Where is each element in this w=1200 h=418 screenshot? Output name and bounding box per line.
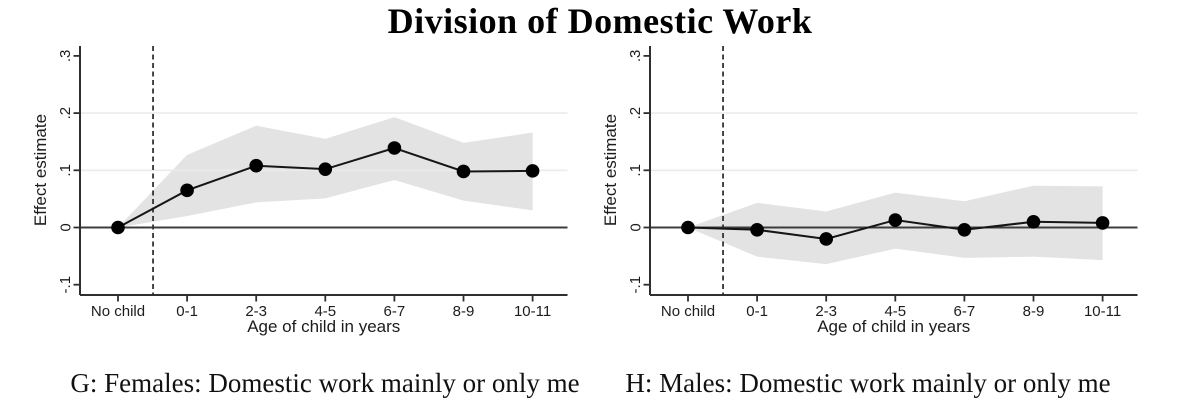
- y-tick-label: .1: [627, 164, 644, 177]
- x-axis-title: Age of child in years: [247, 317, 400, 336]
- x-tick-label: No child: [91, 303, 145, 320]
- x-tick-label: 0-1: [746, 303, 768, 320]
- x-tick-label: 2-3: [815, 303, 837, 320]
- females-panel-caption: G: Females: Domestic work mainly or only…: [70, 368, 580, 398]
- y-tick-label: .2: [57, 107, 74, 120]
- x-tick-label: 8-9: [1023, 303, 1045, 320]
- estimate-point: [387, 141, 402, 155]
- y-tick-label: .3: [57, 50, 74, 63]
- x-tick-label: 4-5: [884, 303, 906, 320]
- x-tick-label: 10-11: [1084, 303, 1121, 320]
- estimate-point: [318, 162, 333, 176]
- y-tick-label: 0: [627, 223, 644, 231]
- estimate-point: [819, 232, 833, 246]
- estimate-point: [456, 164, 471, 179]
- x-tick-label: 6-7: [954, 303, 976, 320]
- males-panel-chart: -.1 0 .1 .2 .3 No child 0-1 2-3 4-5 6-7 8-9 10-11 Ag…: [601, 46, 1138, 336]
- estimate-point: [750, 222, 764, 237]
- estimate-point: [681, 220, 695, 235]
- x-tick-label: 2-3: [245, 303, 267, 320]
- estimate-point: [1095, 216, 1110, 230]
- y-tick-label: 0: [57, 223, 74, 231]
- figure-title: Division of Domestic Work: [387, 1, 813, 41]
- x-tick-label: 4-5: [314, 303, 336, 320]
- males-panel-caption: H: Males: Domestic work mainly or only m…: [625, 368, 1111, 398]
- y-axis-title: Effect estimate: [601, 114, 620, 226]
- estimate-point: [249, 158, 263, 173]
- x-axis-title: Age of child in years: [817, 317, 970, 336]
- y-tick-label: .1: [57, 164, 74, 177]
- estimate-point: [180, 183, 194, 198]
- x-tick-label: 10-11: [514, 303, 551, 320]
- estimate-point: [111, 220, 125, 235]
- females-panel-chart: -.1 0 .1 .2 .3 No child 0-1 2-3 4-5 6-7 8-9 10-11 Ag…: [31, 46, 568, 336]
- y-tick-label: -.1: [57, 276, 74, 294]
- x-tick-label: 0-1: [176, 303, 198, 320]
- x-tick-label: No child: [661, 303, 715, 320]
- estimate-point: [1026, 214, 1041, 229]
- x-tick-label: 6-7: [384, 303, 406, 320]
- x-tick-label: 8-9: [453, 303, 475, 320]
- y-axis-title: Effect estimate: [31, 114, 50, 226]
- y-tick-label: .2: [627, 107, 644, 120]
- estimate-point: [525, 164, 540, 178]
- estimate-point: [888, 213, 903, 227]
- y-tick-label: -.1: [627, 276, 644, 294]
- estimate-point: [957, 222, 972, 237]
- y-tick-label: .3: [627, 50, 644, 63]
